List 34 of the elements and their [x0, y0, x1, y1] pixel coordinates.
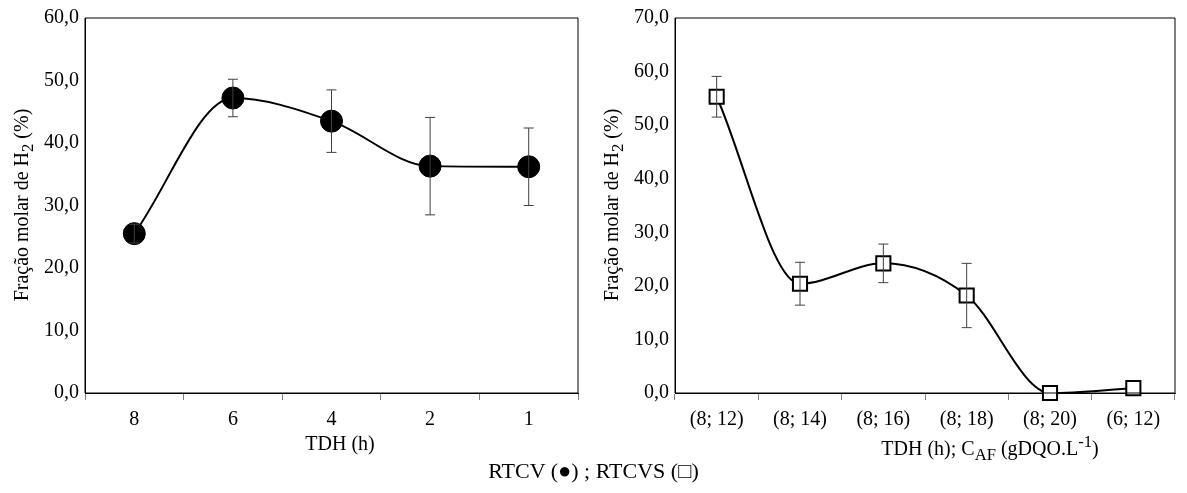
- point: [875, 255, 892, 272]
- x-tick-label: 8: [129, 407, 140, 430]
- text: RTCV (●) ; RTCVS (□): [488, 458, 699, 483]
- y-tick-label: 60,0: [634, 58, 669, 81]
- point: [958, 287, 975, 304]
- point: [320, 109, 343, 133]
- x-tick-label: (8; 12): [689, 407, 744, 431]
- y-tick-label: 0,0: [54, 380, 79, 403]
- y-tick-label: 50,0: [44, 67, 79, 90]
- y-tick-label: 30,0: [44, 192, 79, 215]
- y-tick-label: 0,0: [644, 380, 669, 403]
- x-tick-label: (8; 16): [856, 407, 911, 431]
- y-tick-label: 40,0: [44, 130, 79, 153]
- x-tick-label: 1: [523, 407, 534, 430]
- y-tick-label: 30,0: [634, 219, 669, 242]
- y-tick-label: 40,0: [634, 165, 669, 188]
- y-tick-label: 20,0: [44, 255, 79, 278]
- y-tick-label: 60,0: [44, 5, 79, 28]
- y-tick-label: 10,0: [44, 317, 79, 340]
- y-tick-label: 10,0: [634, 326, 669, 349]
- x-tick-label: 2: [425, 407, 436, 430]
- x-tick-label: (6; 12): [1106, 407, 1161, 431]
- y-tick-label: 20,0: [634, 273, 669, 296]
- x-tick-label: 4: [326, 407, 337, 430]
- x-tick-label: (8; 14): [773, 407, 827, 431]
- x-tick-label: (8; 20): [1023, 407, 1077, 431]
- x-axis-title: TDH (h); C$_{AF}$ (gDQO.L$^{-1}$): [881, 432, 1099, 465]
- point: [517, 155, 541, 179]
- x-tick-label: (8; 18): [939, 407, 994, 431]
- point: [708, 88, 725, 105]
- x-tick-label: 6: [227, 407, 238, 430]
- y-tick-label: 70,0: [634, 5, 669, 28]
- x-axis-title: TDH (h): [305, 432, 375, 455]
- y-tick-label: 50,0: [634, 112, 669, 135]
